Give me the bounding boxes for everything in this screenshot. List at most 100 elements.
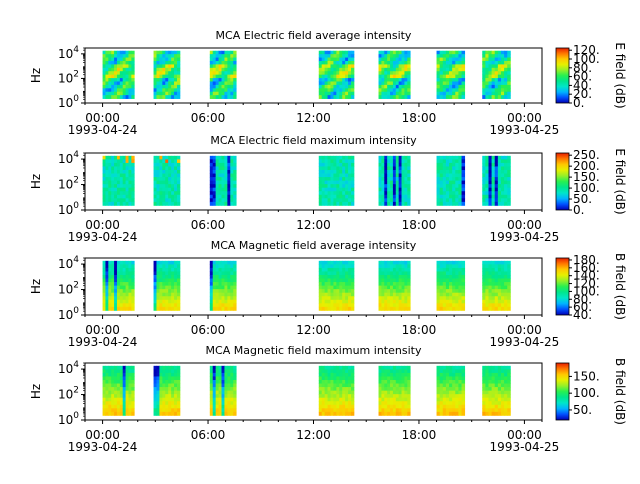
heatmap-cell [128,194,132,199]
heatmap-cell [122,64,126,69]
heatmap-cell [212,282,217,287]
heatmap-cell [339,67,343,72]
heatmap-cell [131,365,135,370]
heatmap-cell [116,278,121,283]
heatmap-cell [384,191,388,196]
heatmap-cell [227,411,231,416]
heatmap-cell [439,299,444,304]
data-segment [436,365,466,416]
heatmap-cell [108,88,112,93]
heatmap-cell [233,296,237,301]
heatmap-cell [218,81,222,86]
heatmap-cell [384,162,388,167]
heatmap-cell [105,260,109,265]
heatmap-cell [336,91,340,96]
heatmap-cell [378,390,382,395]
heatmap-cell [395,91,400,96]
heatmap-cell [105,201,109,206]
heatmap-cell [494,95,499,99]
heatmap-cell [153,74,157,79]
heatmap-cell [171,292,175,297]
heatmap-cell [159,282,163,287]
heatmap-cell [125,184,129,189]
heatmap-cell [119,60,124,65]
heatmap-cell [131,95,135,99]
heatmap-cell [165,376,169,381]
heatmap-cell [102,74,106,79]
heatmap-cell [392,303,397,308]
heatmap-cell [122,306,126,311]
heatmap-cell [398,169,402,174]
heatmap-cell [500,198,505,203]
heatmap-cell [439,64,444,69]
heatmap-cell [439,50,444,55]
heatmap-cell [218,71,222,76]
heatmap-cell [482,191,486,196]
heatmap-cell [378,296,382,301]
heatmap-cell [387,292,391,297]
heatmap-cell [381,81,385,86]
heatmap-cell [342,408,346,413]
heatmap-cell [230,50,234,55]
heatmap-cell [168,401,172,406]
heatmap-cell [445,201,450,206]
heatmap-cell [445,169,450,174]
heatmap-cell [442,54,447,58]
heatmap-cell [156,369,160,374]
heatmap-cell [114,194,118,199]
heatmap-cell [404,289,408,294]
heatmap-cell [507,299,511,304]
heatmap-cell [105,390,109,395]
heatmap-cell [125,264,129,269]
heatmap-cell [439,91,444,96]
heatmap-cell [507,372,511,377]
heatmap-cell [452,260,456,265]
heatmap-cell [321,95,326,99]
heatmap-cell [336,278,340,283]
heatmap-cell [227,404,231,409]
heatmap-cell [119,198,124,203]
heatmap-cell [449,191,453,196]
heatmap-cell [168,180,172,185]
heatmap-cell [378,74,382,79]
heatmap-cell [318,88,323,93]
heatmap-cell [327,201,331,206]
heatmap-cell [507,260,511,265]
heatmap-cell [318,54,323,58]
heatmap-cell [108,271,112,276]
heatmap-cell [401,289,405,294]
heatmap-cell [401,78,405,82]
heatmap-cell [500,67,505,72]
heatmap-cell [342,184,346,189]
heatmap-cell [233,54,237,58]
heatmap-cell [407,397,411,402]
heatmap-cell [445,166,450,171]
heatmap-cell [333,260,337,265]
heatmap-cell [215,71,219,76]
heatmap-cell [215,194,219,199]
heatmap-cell [336,376,340,381]
heatmap-cell [125,376,129,381]
heatmap-cell [105,369,109,374]
heatmap-cell [212,394,217,399]
heatmap-cell [153,411,157,416]
heatmap-cell [488,64,493,69]
heatmap-cell [398,264,402,269]
heatmap-cell [333,365,337,370]
heatmap-cell [176,78,181,82]
heatmap-cell [318,292,323,297]
heatmap-cell [102,296,106,301]
heatmap-cell [455,394,459,399]
heatmap-cell [159,271,163,276]
heatmap-cell [153,365,157,370]
heatmap-cell [327,95,331,99]
heatmap-cell [500,379,505,384]
heatmap-cell [384,187,388,192]
heatmap-cell [153,260,157,265]
heatmap-cell [351,78,355,82]
heatmap-cell [378,285,382,290]
heatmap-cell [227,365,231,370]
heatmap-cell [159,404,163,409]
heatmap-cell [318,91,323,96]
heatmap-cell [321,74,326,79]
